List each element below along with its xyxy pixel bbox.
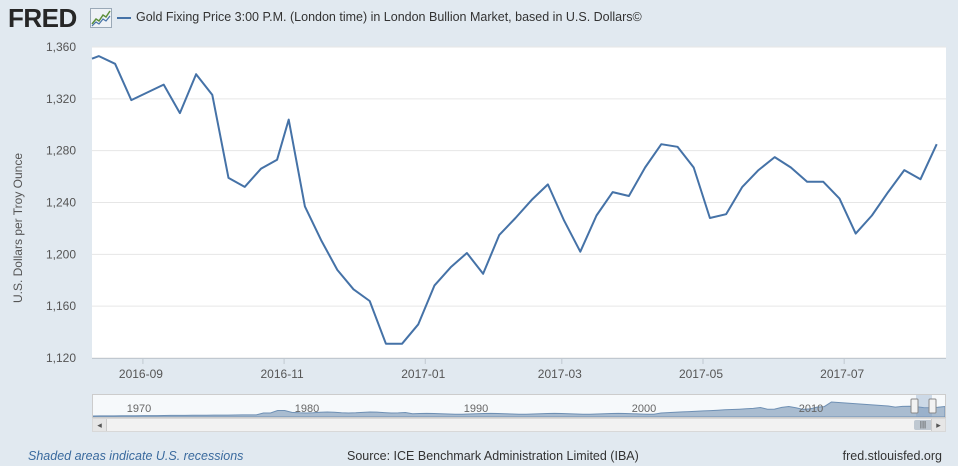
fred-logo[interactable]: FRED — [8, 3, 77, 33]
data-point — [774, 156, 776, 158]
data-point — [498, 234, 500, 236]
data-point — [612, 191, 614, 193]
y-tick-label: 1,240 — [46, 196, 76, 210]
data-point — [450, 266, 452, 268]
data-point — [433, 284, 435, 286]
navigator-year-label: 1970 — [127, 403, 151, 415]
data-point — [709, 217, 711, 219]
data-point — [482, 273, 484, 275]
data-point — [179, 112, 181, 114]
data-point — [304, 205, 306, 207]
navigator-year-label: 1990 — [464, 403, 488, 415]
navigator-minichart: 1970 1980 1990 2000 2010 — [92, 395, 946, 418]
data-point — [871, 214, 873, 216]
data-point — [288, 118, 290, 120]
series-line — [91, 55, 938, 345]
y-tick-label: 1,200 — [46, 247, 76, 261]
data-point — [352, 288, 354, 290]
data-point — [563, 219, 565, 221]
data-point — [693, 166, 695, 168]
data-point — [790, 166, 792, 168]
x-tick-label: 2017-07 — [820, 367, 864, 381]
data-point — [336, 269, 338, 271]
x-tick-label: 2016-09 — [119, 367, 163, 381]
data-point — [741, 186, 743, 188]
range-navigator[interactable]: 1970 1980 1990 2000 2010 — [92, 394, 946, 418]
data-point — [417, 323, 419, 325]
data-point — [401, 343, 403, 345]
data-point — [514, 217, 516, 219]
data-point — [903, 169, 905, 171]
navigator-year-label: 2000 — [632, 403, 656, 415]
data-point — [320, 239, 322, 241]
legend-line-swatch — [117, 17, 131, 19]
line-chart: 1,120 1,160 1,200 1,240 1,280 1,320 1,360 2016-… — [46, 40, 946, 381]
scroll-thumb[interactable]: ||| — [914, 420, 932, 430]
y-tick-label: 1,160 — [46, 299, 76, 313]
data-point — [385, 343, 387, 345]
data-point — [676, 146, 678, 148]
data-point — [547, 183, 549, 185]
recession-note-link[interactable]: Shaded areas indicate U.S. recessions — [28, 449, 244, 463]
x-tick-label: 2017-03 — [538, 367, 582, 381]
scroll-right-button[interactable]: ▸ — [931, 419, 945, 431]
chart-header: FRED Gold Fixing Price 3:00 P.M. (London… — [0, 0, 958, 38]
data-point — [130, 99, 132, 101]
data-point — [887, 191, 889, 193]
data-point — [466, 252, 468, 254]
series-title: Gold Fixing Price 3:00 P.M. (London time… — [136, 10, 642, 24]
x-tick-label: 2017-01 — [401, 367, 445, 381]
data-point — [260, 168, 262, 170]
navigator-right-handle[interactable] — [928, 398, 937, 414]
data-point — [936, 143, 938, 145]
data-point — [579, 251, 581, 253]
chart-footer: Shaded areas indicate U.S. recessions So… — [0, 446, 958, 466]
navigator-area — [92, 401, 946, 418]
y-tick-label: 1,360 — [46, 40, 76, 54]
data-point — [919, 178, 921, 180]
data-point — [838, 197, 840, 199]
x-tick-label: 2016-11 — [261, 367, 304, 381]
data-point — [644, 166, 646, 168]
data-point — [806, 181, 808, 183]
y-tick-label: 1,120 — [46, 351, 76, 365]
navigator-selection[interactable] — [916, 395, 932, 417]
data-point — [98, 55, 100, 57]
data-point — [628, 195, 630, 197]
navigator-left-handle[interactable] — [910, 398, 919, 414]
data-point — [531, 199, 533, 201]
range-scrollbar[interactable]: ◂ ||| ▸ — [92, 418, 946, 432]
data-point — [114, 63, 116, 65]
data-point — [163, 83, 165, 85]
data-point — [595, 214, 597, 216]
navigator-year-label: 2010 — [799, 403, 823, 415]
data-point — [211, 94, 213, 96]
fred-chart-icon — [90, 8, 112, 28]
data-point — [855, 232, 857, 234]
x-tick-label: 2017-05 — [679, 367, 723, 381]
data-point — [757, 169, 759, 171]
data-point — [276, 159, 278, 161]
data-point — [195, 73, 197, 75]
data-point — [91, 57, 93, 59]
navigator-year-label: 1980 — [295, 403, 319, 415]
source-note: Source: ICE Benchmark Administration Lim… — [347, 449, 639, 463]
site-link[interactable]: fred.stlouisfed.org — [842, 449, 942, 463]
data-point — [369, 300, 371, 302]
data-point — [822, 181, 824, 183]
y-tick-label: 1,280 — [46, 144, 76, 158]
data-point — [227, 177, 229, 179]
y-tick-label: 1,320 — [46, 92, 76, 106]
data-point — [725, 213, 727, 215]
scroll-left-button[interactable]: ◂ — [93, 419, 107, 431]
data-point — [660, 143, 662, 145]
data-point — [244, 186, 246, 188]
